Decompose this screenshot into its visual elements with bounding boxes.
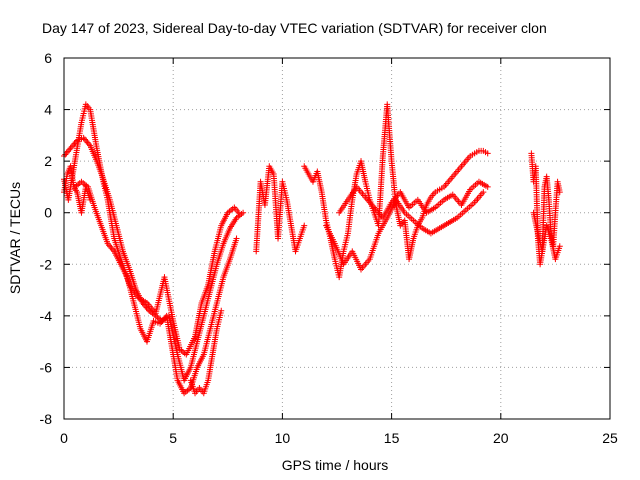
y-tick-label: 4 [44,102,52,118]
series-trace-g [301,101,491,281]
y-tick-label: -2 [40,256,53,272]
series-trace-k [530,209,563,263]
y-tick-label: -8 [40,411,53,427]
data-point [64,148,71,155]
x-tick-label: 25 [602,430,618,446]
data-point [556,243,563,250]
data-point [107,243,114,250]
y-tick-label: 0 [44,205,52,221]
y-axis-label: SDTVAR / TECUs [7,182,23,294]
data-point [480,189,487,196]
series-trace-c [71,178,240,397]
x-tick-label: 0 [60,430,68,446]
grid [64,58,610,419]
data-point [301,222,308,229]
plot-area-marks [61,101,563,397]
data-point [233,235,240,242]
x-tick-label: 20 [493,430,509,446]
x-axis-label: GPS time / hours [282,457,389,473]
plot-frame [63,57,611,420]
y-tick-label: 2 [44,153,52,169]
data-point [67,145,74,152]
data-point [108,245,115,252]
tick-labels: 0 5 10 15 20 25 -8 -6 -4 -2 0 2 4 6 [40,50,618,446]
data-point [62,151,69,158]
data-point [218,307,225,314]
y-tick-label: -4 [40,308,53,324]
chart-title: Day 147 of 2023, Sidereal Day-to-day VTE… [42,20,547,36]
x-tick-label: 15 [384,430,400,446]
data-point [66,146,73,153]
data-point [484,150,491,157]
data-point [68,143,75,150]
data-point [240,209,247,216]
y-tick-label: 6 [44,50,52,66]
data-point [63,149,70,156]
series-trace-e [187,307,225,397]
data-point [84,139,91,146]
data-point [70,142,77,149]
series-trace-d [61,163,94,216]
data-point [484,183,491,190]
x-tick-label: 5 [169,430,177,446]
series-trace-b [61,134,247,384]
y-tick-label: -6 [40,359,53,375]
series-trace-i [336,178,491,221]
data-point [556,189,563,196]
data-point [87,196,94,203]
series-trace-f [253,163,308,255]
series-trace-a [61,101,242,358]
x-tick-label: 10 [275,430,291,446]
axis-ticks [63,57,611,420]
data-point [81,136,88,143]
